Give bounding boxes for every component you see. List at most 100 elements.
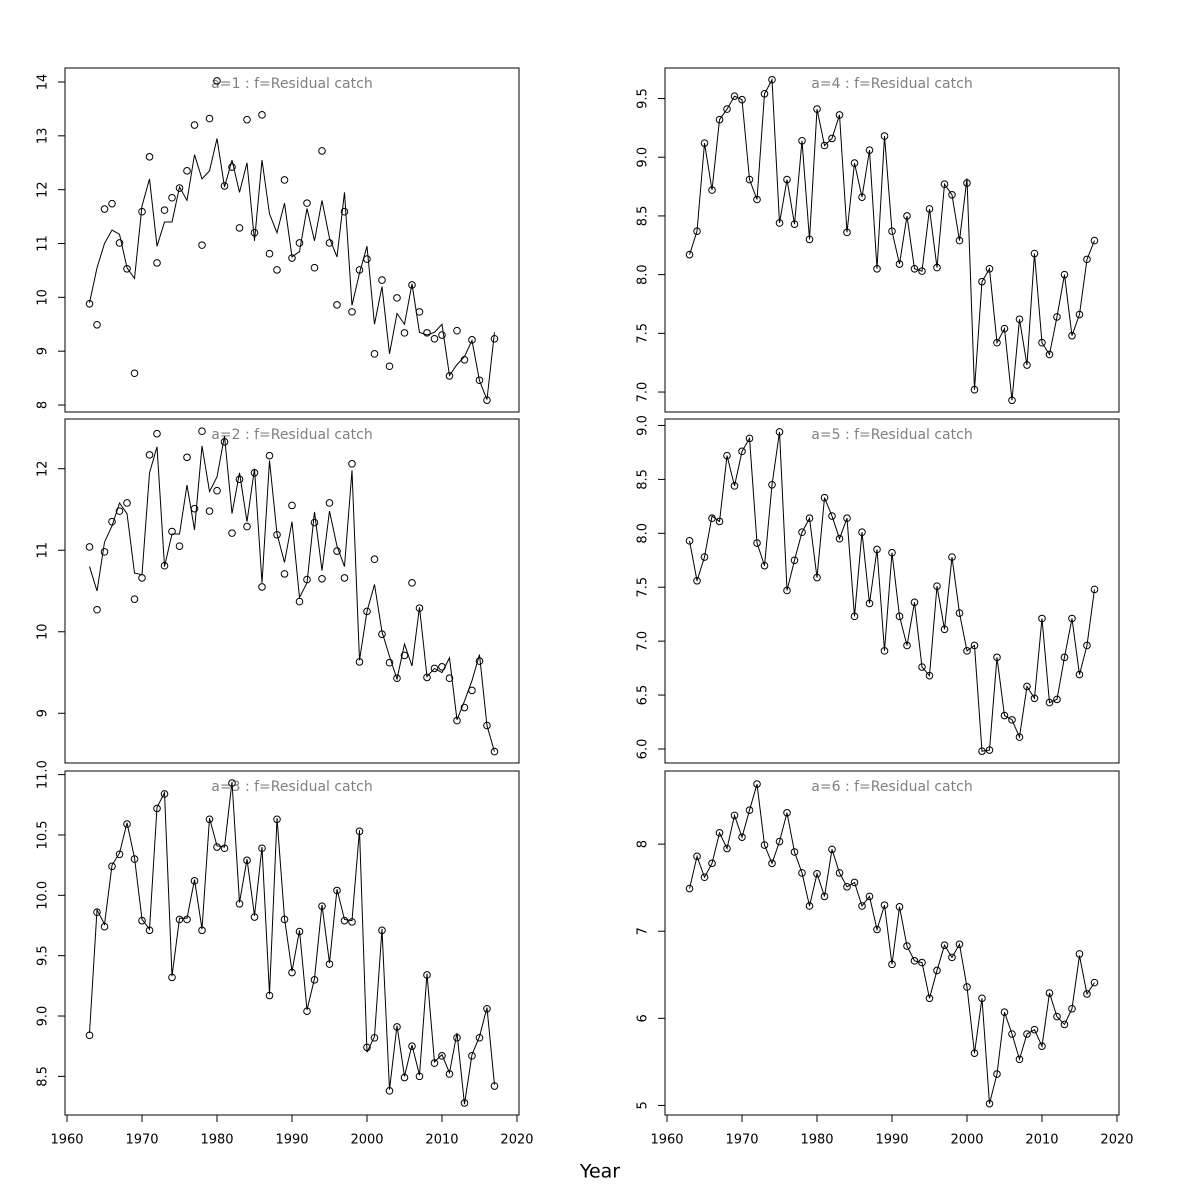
observed-point [1083, 990, 1091, 998]
y-tick-label: 5 [636, 1101, 651, 1109]
observed-point [280, 176, 289, 184]
observed-point [445, 674, 454, 683]
observed-point [295, 239, 304, 247]
observed-point [903, 641, 911, 650]
x-tick-label: 1970 [125, 1133, 158, 1148]
observed-point [408, 579, 416, 587]
observed-point [865, 892, 874, 901]
observed-point [168, 193, 176, 202]
observed-point [730, 811, 739, 820]
y-tick-label: 14 [36, 74, 51, 91]
observed-point [798, 869, 806, 877]
y-tick-label: 9 [36, 347, 51, 355]
observed-point [303, 199, 311, 207]
y-tick-label: 6 [636, 1014, 651, 1022]
observed-point [955, 940, 964, 949]
observed-point [1015, 1055, 1024, 1064]
observed-point [198, 427, 206, 436]
observed-point [190, 877, 199, 885]
observed-point [468, 336, 476, 344]
observed-point [123, 499, 131, 507]
y-tick-label: 12 [36, 181, 51, 198]
observed-point [385, 658, 394, 667]
x-tick-label: 1990 [275, 1133, 308, 1148]
x-tick-label: 1980 [800, 1133, 833, 1148]
observed-point [903, 942, 911, 950]
observed-point [745, 806, 754, 814]
observed-point [940, 941, 949, 949]
observed-point [130, 369, 139, 378]
observed-point [310, 518, 319, 527]
x-tick-label: 2010 [1025, 1133, 1058, 1148]
observed-point [460, 703, 469, 712]
observed-point [475, 1033, 484, 1042]
observed-point [370, 555, 379, 564]
observed-point [258, 583, 266, 591]
observed-point [828, 134, 836, 143]
y-tick-label: 13 [36, 128, 51, 145]
observed-point [835, 534, 844, 543]
x-tick-label: 2000 [950, 1133, 983, 1148]
observed-point [93, 320, 101, 329]
observed-point [775, 837, 784, 846]
observed-point [333, 547, 341, 555]
observed-point [385, 362, 394, 371]
observed-point [243, 856, 251, 865]
observed-point [318, 147, 326, 155]
observed-point [198, 241, 206, 249]
observed-point [213, 77, 221, 85]
x-tick-label: 1970 [725, 1133, 758, 1148]
y-tick-label: 7 [636, 927, 651, 935]
observed-point [918, 958, 926, 967]
y-tick-label: 9.5 [36, 945, 51, 966]
observed-point [145, 153, 154, 161]
observed-point [475, 376, 484, 385]
observed-point [438, 331, 446, 339]
observed-point [693, 852, 701, 861]
observed-point [430, 664, 439, 673]
x-tick-label: 1960 [650, 1133, 683, 1148]
observed-point [925, 994, 934, 1003]
observed-point [820, 892, 829, 901]
observed-point [858, 902, 866, 910]
observed-point [700, 553, 709, 561]
fitted-line [689, 77, 1095, 401]
y-tick-label: 11 [36, 235, 51, 252]
observed-point [1023, 1030, 1031, 1038]
x-tick-label: 1990 [875, 1133, 908, 1148]
observed-point [93, 605, 101, 614]
fitted-line [89, 436, 495, 752]
observed-point [340, 916, 349, 925]
observed-point [790, 848, 799, 856]
y-tick-label: 9.0 [36, 1006, 51, 1027]
observed-point [400, 329, 409, 337]
y-tick-label: 9 [36, 709, 51, 717]
observed-point [723, 105, 731, 113]
fitted-line [89, 138, 495, 400]
panel-title: a=3 : f=Residual catch [211, 779, 372, 795]
observed-point [850, 878, 859, 887]
observed-point [490, 747, 499, 756]
observed-point [378, 276, 386, 284]
y-tick-label: 6.0 [636, 739, 651, 760]
observed-point [873, 925, 881, 934]
observed-point [220, 182, 229, 190]
observed-point [310, 263, 319, 272]
observed-point [153, 259, 161, 267]
fitted-line [89, 781, 495, 1105]
x-tick-label: 2000 [350, 1133, 383, 1148]
y-tick-label: 11 [36, 542, 51, 559]
observed-point [228, 529, 236, 537]
observed-point [85, 543, 94, 551]
y-tick-label: 8.5 [636, 206, 651, 227]
y-tick-label: 6.5 [636, 685, 651, 706]
observed-point [933, 966, 941, 975]
observed-point [468, 1052, 476, 1060]
y-tick-label: 11.0 [36, 760, 51, 789]
observed-point [340, 574, 349, 582]
y-tick-label: 7.5 [636, 323, 651, 344]
observed-point [828, 845, 836, 854]
y-tick-label: 9.0 [636, 415, 651, 436]
observed-point [325, 239, 334, 247]
